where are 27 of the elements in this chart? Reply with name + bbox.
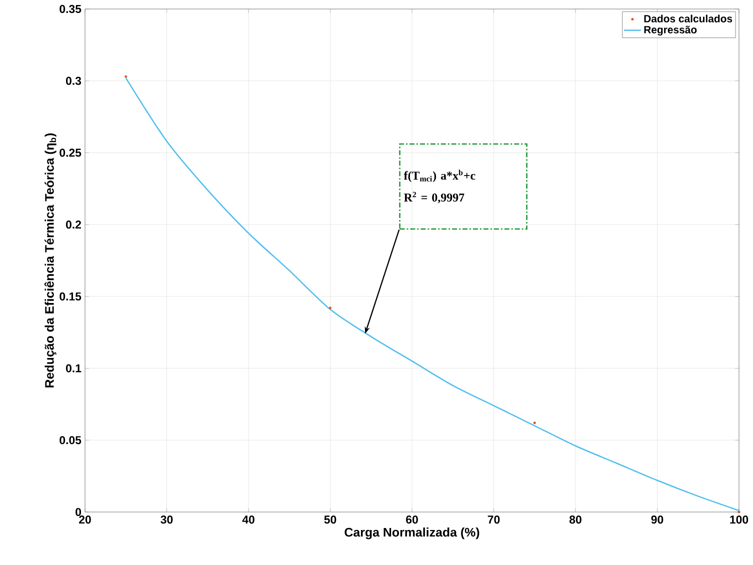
annotation: f(T$_{mci}$) a*x$^{b}$+c bbox=[404, 170, 476, 182]
y-tick-label: 0.15 bbox=[60, 292, 82, 300]
x-axis-title: Carga Normalizada (%) bbox=[344, 527, 480, 540]
point bbox=[124, 75, 128, 78]
legend-label: Regressão bbox=[644, 26, 697, 36]
x-tick-label: 70 bbox=[488, 516, 500, 524]
y-tick-label: 0.1 bbox=[66, 364, 82, 372]
y-tick-label: 0 bbox=[76, 508, 82, 516]
y-tick-label: 0.05 bbox=[60, 436, 82, 444]
x-tick-label: 80 bbox=[569, 516, 582, 524]
annotation: R$^{2}$ = 0,9997 bbox=[404, 192, 464, 204]
x-tick-label: 50 bbox=[324, 516, 336, 524]
y-axis-title: Redução da Eficiência Térmica Teórica (η$_{b}$) bbox=[44, 133, 56, 388]
y-tick-label: 0.35 bbox=[60, 4, 82, 14]
x-tick-label: 40 bbox=[242, 516, 254, 524]
x-tick-label: 30 bbox=[160, 516, 173, 524]
point bbox=[328, 306, 332, 310]
y-tick-label: 0.3 bbox=[66, 76, 82, 85]
y-tick-label: 0.2 bbox=[66, 220, 82, 229]
x-tick-label: 60 bbox=[406, 516, 418, 524]
y-tick-label: 0.25 bbox=[60, 148, 82, 157]
point bbox=[738, 510, 740, 514]
legend-label: Dados calculados bbox=[644, 14, 732, 22]
x-tick-label: 100 bbox=[730, 516, 748, 524]
x-tick-label: 20 bbox=[79, 516, 91, 524]
x-tick-label: 90 bbox=[651, 516, 664, 524]
point bbox=[533, 422, 536, 424]
